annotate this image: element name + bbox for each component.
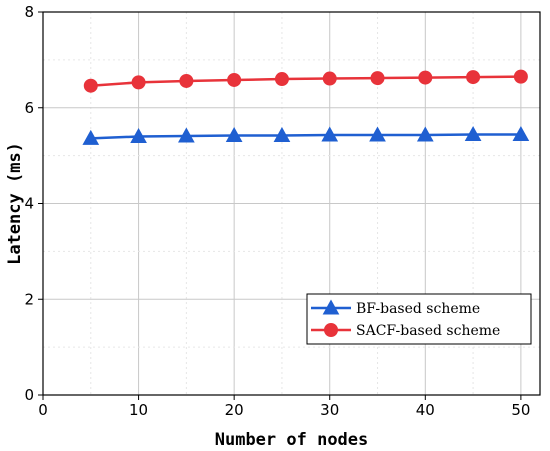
data-point (418, 70, 433, 85)
data-point (273, 126, 291, 143)
x-tick-label: 10 (129, 401, 148, 419)
series-1 (83, 69, 528, 93)
data-point (83, 78, 98, 93)
legend-label-sacf: SACF-based scheme (356, 323, 500, 339)
data-point (512, 126, 530, 142)
data-point (227, 72, 242, 87)
data-point (82, 129, 100, 145)
y-tick-label: 8 (24, 3, 34, 21)
legend-entry-bf: BF-based scheme (311, 299, 480, 317)
y-tick-label: 4 (24, 195, 34, 213)
data-point (130, 127, 147, 143)
y-tick-label: 0 (24, 386, 34, 404)
data-point (321, 126, 339, 142)
data-point (464, 126, 482, 142)
legend-marker-triangle (322, 299, 340, 315)
series-group (82, 69, 530, 145)
x-axis-title: Number of nodes (215, 430, 369, 450)
data-point (322, 71, 337, 86)
y-tick-label: 2 (24, 290, 34, 308)
axis-ticks: 0 10 20 30 40 50 0 2 4 6 8 (24, 3, 530, 419)
x-tick-label: 50 (511, 401, 530, 419)
x-tick-label: 40 (416, 401, 435, 419)
y-axis-title: Latency (ms) (5, 142, 25, 265)
data-point (513, 69, 528, 84)
legend-entry-sacf: SACF-based scheme (311, 323, 500, 339)
data-point (225, 126, 243, 143)
x-tick-label: 30 (320, 401, 339, 419)
data-point (179, 73, 194, 88)
data-point (178, 127, 195, 143)
y-tick-label: 6 (24, 99, 34, 117)
legend-marker-circle (324, 323, 338, 337)
legend-box (306, 293, 532, 345)
legend: BF-based scheme SACF-based scheme (306, 293, 532, 345)
data-point (369, 126, 386, 142)
x-tick-label: 20 (225, 401, 244, 419)
data-point (131, 75, 146, 90)
series-line (90, 75, 521, 87)
series-0 (82, 126, 530, 145)
legend-label-bf: BF-based scheme (356, 301, 480, 317)
data-point (466, 70, 481, 85)
x-tick-label: 0 (38, 401, 48, 419)
data-point (370, 71, 385, 86)
data-point (274, 72, 289, 87)
data-point (416, 126, 434, 142)
series-line (90, 133, 521, 140)
